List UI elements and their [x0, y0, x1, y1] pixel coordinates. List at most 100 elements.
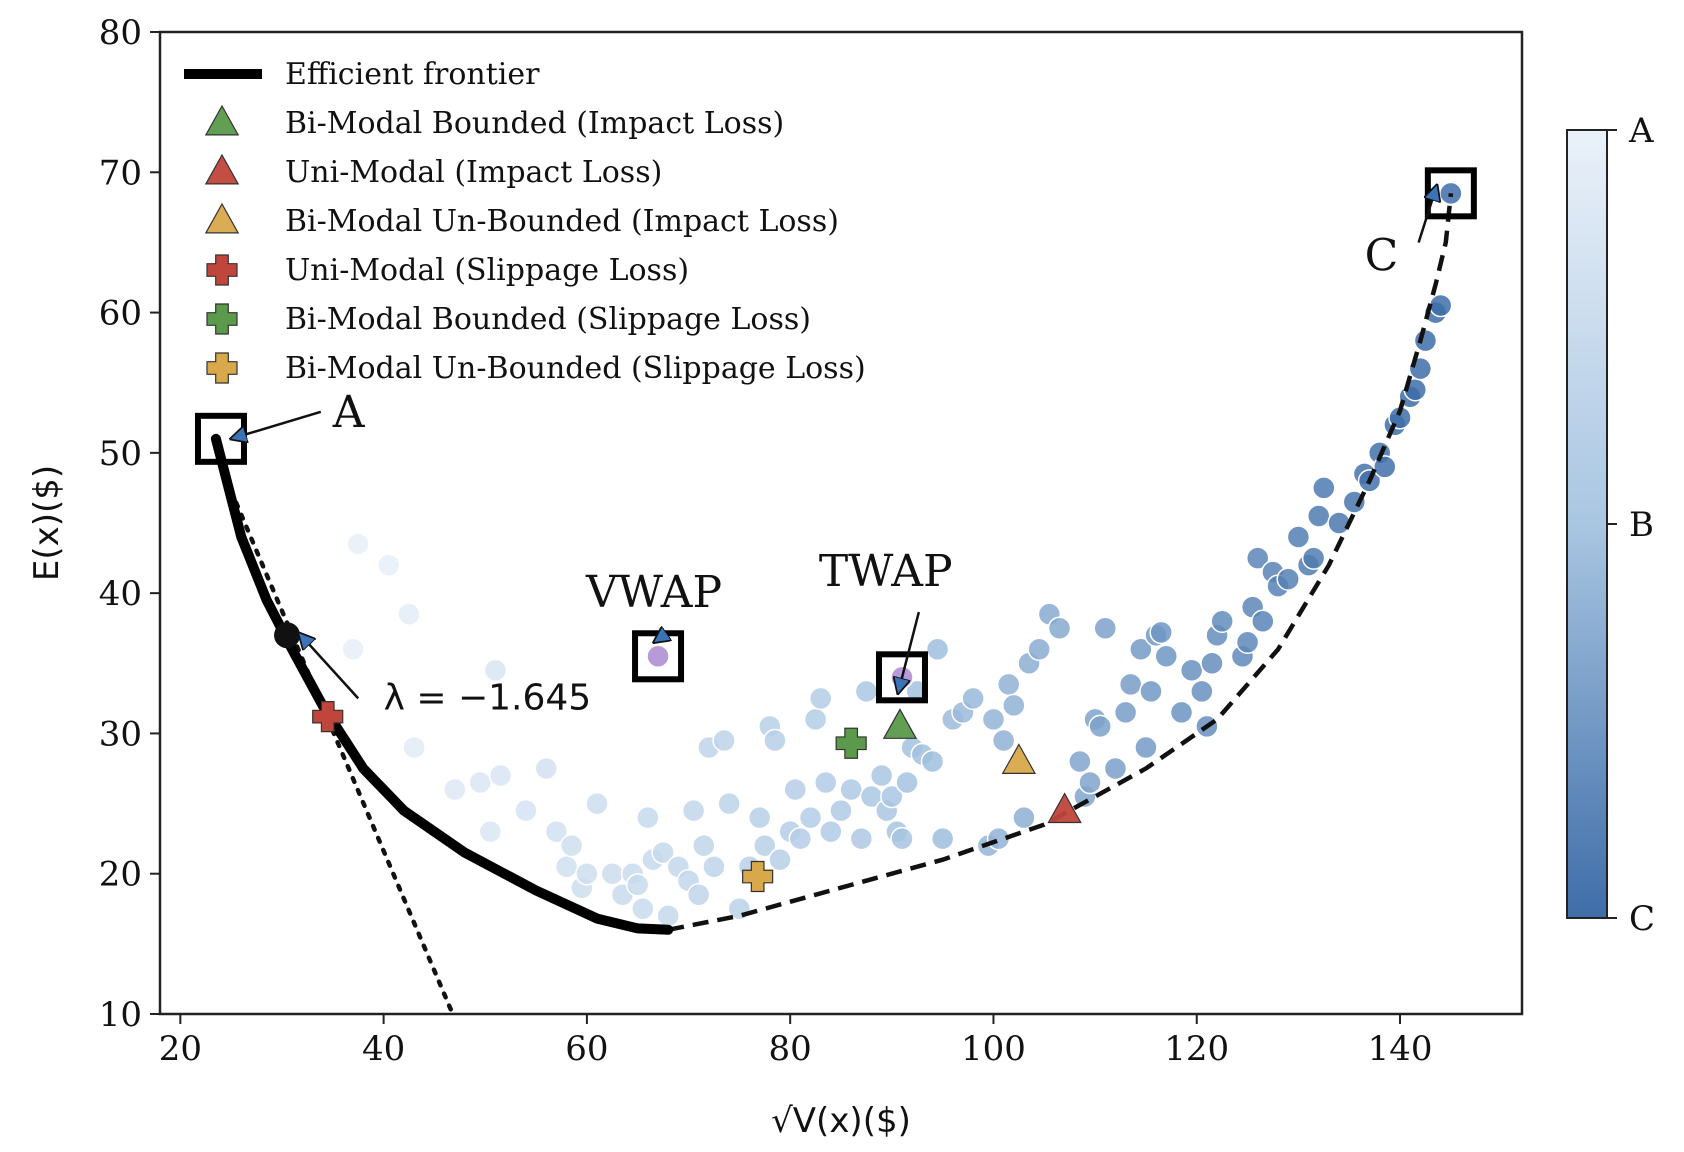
legend-label: Uni-Modal (Slippage Loss) — [285, 253, 689, 288]
annotation-layer: A C VWAP TWAP λ = −1.645 — [194, 167, 1477, 719]
annotation-label-vwap: VWAP — [585, 567, 722, 618]
scatter-point — [1210, 609, 1234, 633]
scatter-point — [544, 819, 569, 844]
scatter-point — [483, 658, 508, 683]
tangent-line — [218, 464, 455, 1014]
scatter-point — [890, 826, 914, 851]
scatter-point — [692, 833, 716, 858]
scatter-point — [814, 770, 838, 795]
scatter-point — [1251, 609, 1275, 633]
scatter-point — [488, 763, 513, 788]
scatter-point — [402, 735, 426, 760]
scatter-point — [1129, 637, 1153, 662]
efficient-frontier-line — [210, 433, 674, 935]
frontier-extension-line — [667, 193, 1454, 933]
scatter-point — [1276, 567, 1300, 591]
axes-layer: 20 40 60 80 100 120 140 10 20 30 40 50 60 70 80 √V(x)($… — [27, 13, 1524, 1141]
annotation-arrow-a — [231, 410, 322, 439]
scatter-point — [798, 805, 823, 830]
scatter-point — [854, 679, 879, 704]
scatter-point — [1301, 546, 1326, 570]
scatter-point — [996, 672, 1021, 697]
legend-label: Bi-Modal Bounded (Impact Loss) — [285, 106, 784, 141]
scatter-point — [1149, 620, 1173, 645]
scatter-point — [514, 798, 538, 823]
y-tick-label: 80 — [99, 13, 142, 53]
scatter-point — [1139, 679, 1163, 704]
scatter-point — [747, 805, 772, 830]
y-tick-label: 70 — [99, 153, 142, 193]
scatter-point — [681, 798, 706, 823]
scatter-point — [768, 847, 792, 872]
lambda-point — [274, 622, 301, 649]
scatter-point — [468, 770, 492, 795]
scatter-point — [925, 637, 950, 662]
annotation-arrow-twap — [898, 611, 921, 693]
scatter-point — [1002, 693, 1026, 718]
marker-uni-modal-impact-loss — [1047, 792, 1082, 824]
scatter-point — [1118, 672, 1143, 697]
legend-frontier-label: Efficient frontier — [285, 57, 540, 92]
scatter-point — [1312, 476, 1336, 500]
scatter-point — [1093, 616, 1118, 640]
legend: Efficient frontier Bi-Modal Bounded (Impa… — [184, 57, 866, 386]
scatter-point — [575, 861, 599, 886]
annotation-arrow-vwap — [654, 633, 667, 642]
marker-uni-modal-slippage-loss — [312, 700, 344, 733]
marker-bi-modal-un-bounded-slippage-loss — [742, 860, 774, 893]
scatter-point — [930, 826, 955, 851]
scatter-point — [808, 686, 833, 711]
scatter-point — [376, 553, 401, 577]
scatter-point — [1068, 749, 1092, 774]
lambda-arrow — [299, 633, 360, 700]
colorbar-gradient — [1566, 129, 1608, 919]
vwap-point — [646, 644, 670, 669]
legend-swatch — [204, 153, 240, 185]
plot-frame — [158, 30, 1524, 1016]
marker-bi-modal-un-bounded-impact-loss — [1001, 743, 1037, 774]
colorbar: A B C — [1566, 111, 1655, 939]
scatter-point — [763, 728, 787, 753]
scatter-point — [1154, 644, 1179, 669]
legend-swatch — [204, 202, 240, 234]
legend-label: Bi-Modal Bounded (Slippage Loss) — [285, 302, 811, 337]
x-tick-label: 120 — [1164, 1029, 1229, 1069]
scatter-point — [346, 532, 370, 556]
twap-box — [875, 651, 928, 704]
x-tick-label: 80 — [769, 1029, 812, 1069]
scatter-point — [651, 840, 675, 865]
scatter-point — [753, 833, 777, 858]
marker-layer — [274, 622, 1082, 893]
scatter-point — [1169, 700, 1194, 725]
scatter-point — [397, 602, 421, 626]
scatter-point — [1306, 504, 1331, 528]
scatter-point — [961, 686, 985, 711]
scatter-point — [585, 791, 609, 816]
scatter-layer — [341, 181, 1463, 928]
scatter-point — [702, 854, 726, 879]
scatter-point — [981, 707, 1006, 732]
legend-label: Bi-Modal Un-Bounded (Impact Loss) — [285, 204, 839, 239]
colorbar-label: A — [1628, 111, 1654, 151]
legend-label: Bi-Modal Un-Bounded (Slippage Loss) — [285, 351, 866, 386]
scatter-point — [869, 763, 894, 788]
scatter-point — [1134, 735, 1158, 760]
scatter-point — [559, 833, 584, 858]
scatter-point — [534, 756, 558, 781]
scatter-point — [839, 777, 863, 802]
legend-swatch — [204, 104, 240, 136]
scatter-point — [783, 777, 808, 802]
scatter-point — [1113, 700, 1138, 725]
y-tick-label: 60 — [99, 294, 142, 334]
y-tick-label: 10 — [99, 995, 142, 1035]
legend-swatch — [206, 303, 238, 335]
legend-label: Uni-Modal (Impact Loss) — [285, 155, 662, 190]
x-axis-label: √V(x)($) — [771, 1101, 911, 1141]
scatter-point — [920, 749, 945, 774]
x-tick-label: 40 — [362, 1029, 405, 1069]
scatter-point — [819, 819, 843, 844]
scatter-point — [1200, 651, 1224, 676]
scatter-point — [717, 791, 741, 816]
scatter-point — [829, 798, 853, 823]
scatter-point — [803, 707, 828, 732]
